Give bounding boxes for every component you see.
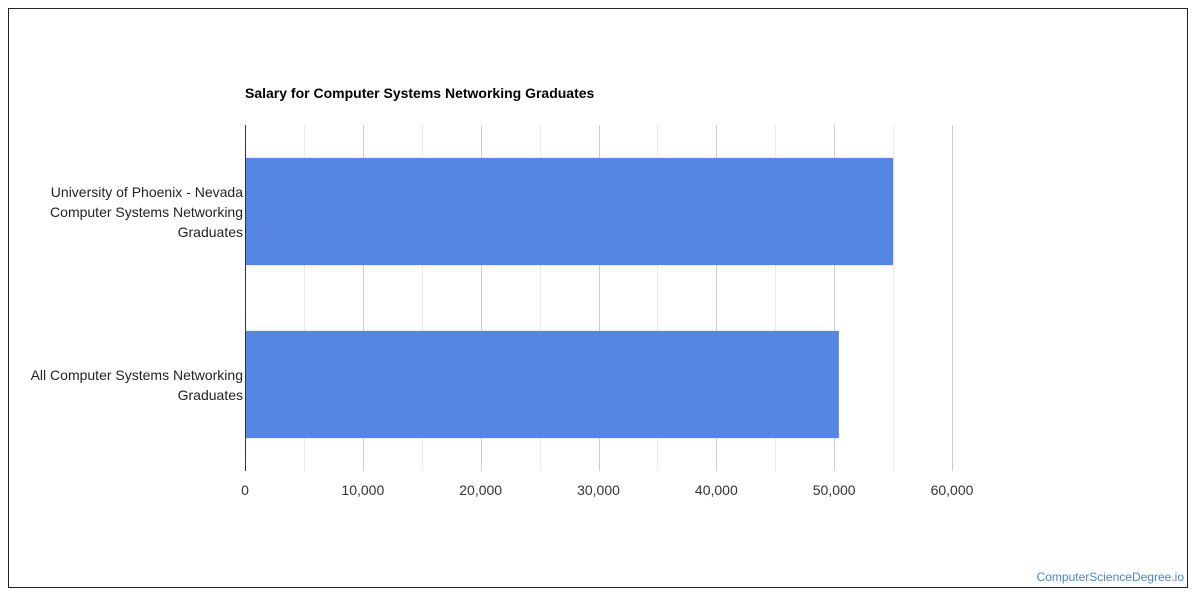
chart-title: Salary for Computer Systems Networking G…	[245, 85, 595, 101]
watermark-link[interactable]: ComputerScienceDegree.io	[1036, 570, 1184, 584]
x-tick-label: 50,000	[813, 482, 856, 498]
x-tick-label: 40,000	[695, 482, 738, 498]
category-label-line: University of Phoenix - Nevada	[50, 183, 243, 200]
chart-frame	[8, 8, 1188, 588]
category-label: University of Phoenix - Nevada Computer S…	[50, 182, 243, 242]
bar-2	[245, 330, 839, 439]
x-tick-label: 10,000	[341, 482, 384, 498]
bar-1	[245, 157, 894, 266]
x-tick-label: 60,000	[931, 482, 974, 498]
category-label-line: Computer Systems Networking	[50, 203, 243, 220]
x-tick-label: 0	[241, 482, 249, 498]
x-tick-label: 30,000	[577, 482, 620, 498]
category-label-line: All Computer Systems Networking	[30, 366, 243, 383]
category-label-line: Graduates	[177, 223, 243, 240]
category-label-line: Graduates	[177, 386, 243, 403]
x-tick-label: 20,000	[459, 482, 502, 498]
category-label: All Computer Systems Networking Graduates	[31, 365, 243, 405]
